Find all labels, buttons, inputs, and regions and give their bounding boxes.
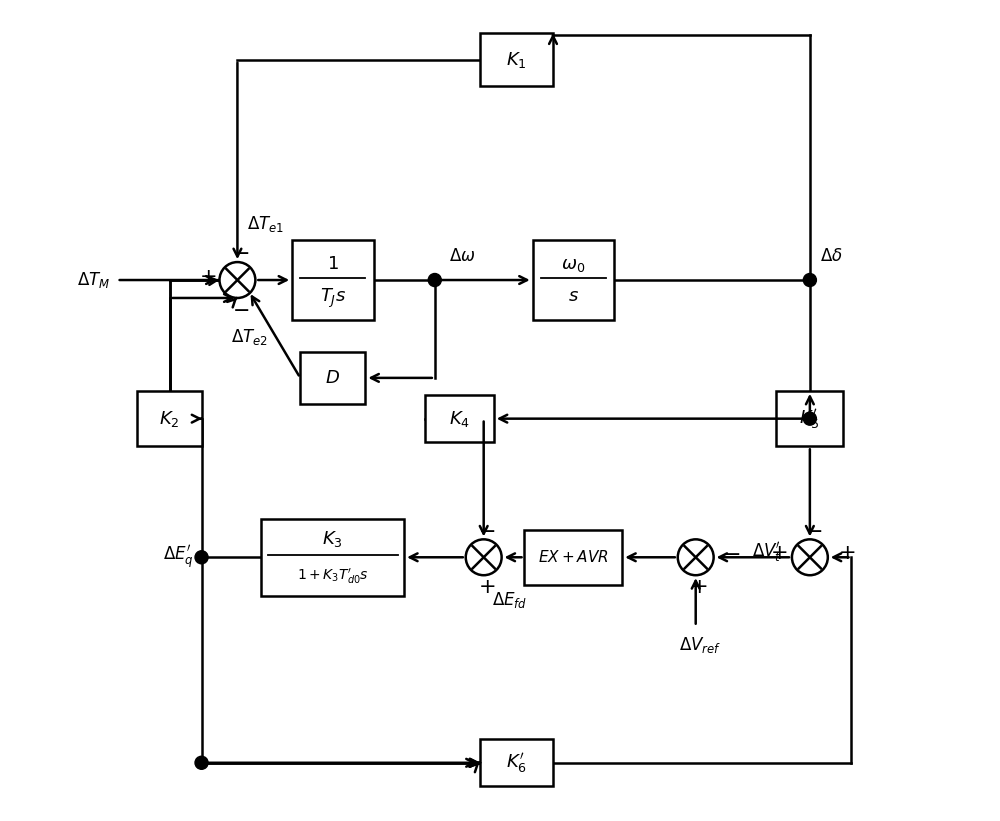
Circle shape — [803, 412, 816, 425]
Text: $-$: $-$ — [805, 520, 822, 539]
Bar — [533, 240, 614, 320]
Text: $+$: $+$ — [478, 576, 496, 597]
Text: $1+K_3 T_{d0}' s$: $1+K_3 T_{d0}' s$ — [297, 567, 369, 586]
Text: $\Delta T_M$: $\Delta T_M$ — [77, 270, 110, 290]
Circle shape — [678, 539, 714, 576]
Text: $+$: $+$ — [838, 544, 855, 563]
Text: $+$: $+$ — [199, 267, 217, 287]
Text: $\Delta\omega$: $\Delta\omega$ — [449, 247, 476, 265]
Text: $K_2$: $K_2$ — [159, 409, 180, 429]
Circle shape — [792, 539, 828, 576]
Text: $-$: $-$ — [478, 520, 496, 539]
Text: $+$: $+$ — [690, 576, 708, 597]
Circle shape — [428, 273, 441, 287]
Bar — [776, 391, 843, 447]
Bar — [480, 739, 553, 787]
Bar — [300, 352, 365, 404]
Text: $\Delta V_t'$: $\Delta V_t'$ — [752, 540, 782, 564]
Bar — [425, 395, 494, 443]
Text: $\Delta T_{e2}$: $\Delta T_{e2}$ — [231, 327, 268, 346]
Text: $-$: $-$ — [232, 242, 249, 262]
Bar — [524, 530, 622, 585]
Bar — [261, 519, 404, 595]
Text: $\Delta V_{ref}$: $\Delta V_{ref}$ — [679, 635, 721, 654]
Circle shape — [195, 756, 208, 769]
Text: $\Delta E_{fd}$: $\Delta E_{fd}$ — [492, 590, 527, 610]
Text: $K_4$: $K_4$ — [449, 409, 470, 429]
Text: $K_5'$: $K_5'$ — [799, 406, 820, 431]
Text: $-$: $-$ — [723, 544, 741, 563]
Text: $K_6'$: $K_6'$ — [506, 750, 527, 775]
Text: $D$: $D$ — [325, 369, 340, 387]
Text: $K_3$: $K_3$ — [322, 530, 343, 549]
Text: $\Delta T_{e1}$: $\Delta T_{e1}$ — [247, 213, 284, 233]
Text: $T_J s$: $T_J s$ — [320, 287, 346, 310]
Circle shape — [803, 273, 816, 287]
Text: $\Delta E_q'$: $\Delta E_q'$ — [163, 544, 193, 571]
Text: $1$: $1$ — [327, 255, 339, 273]
Bar — [137, 391, 202, 447]
Circle shape — [466, 539, 502, 576]
Text: $\omega_0$: $\omega_0$ — [561, 256, 586, 274]
Text: $K_1$: $K_1$ — [506, 50, 527, 70]
Circle shape — [195, 551, 208, 564]
Text: $EX+AVR$: $EX+AVR$ — [538, 549, 609, 566]
Text: $+$: $+$ — [770, 544, 788, 563]
Text: $s$: $s$ — [568, 287, 579, 305]
Bar — [292, 240, 374, 320]
Circle shape — [219, 262, 255, 298]
Text: $-$: $-$ — [232, 300, 249, 319]
Text: $\Delta\delta$: $\Delta\delta$ — [820, 247, 842, 265]
Bar — [480, 34, 553, 86]
